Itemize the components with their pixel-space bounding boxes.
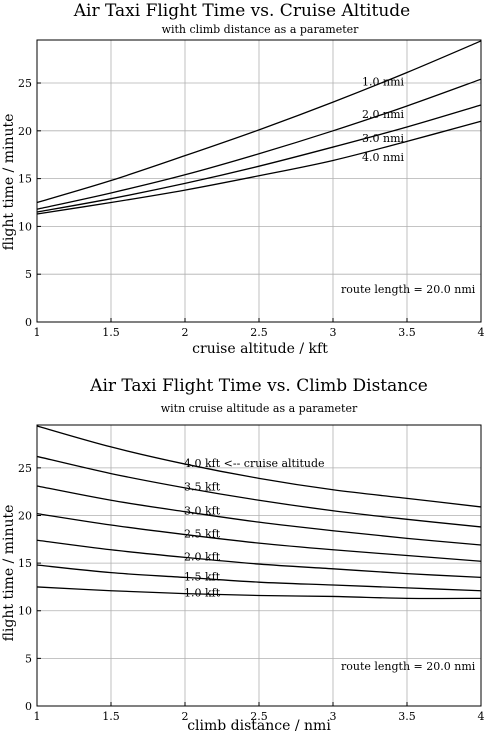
- series-label: 1.0 nmi: [362, 76, 405, 89]
- series-line: [36, 40, 482, 204]
- x-tick-label: 2.5: [250, 326, 268, 339]
- plot-area: 1 1.5 2 2.5 3 3.5 4 0 5 10 15 20 25 1.0 nmi 2.0 nmi 3.0…: [18, 39, 484, 339]
- y-tick-label: 15: [18, 173, 32, 186]
- x-tick-label: 4: [478, 710, 484, 723]
- series-line: [36, 455, 482, 528]
- series-label: 3.0 nmi: [362, 132, 405, 145]
- series-line: [36, 586, 482, 600]
- y-tick-label: 5: [25, 652, 32, 665]
- x-tick-label: 2: [182, 326, 189, 339]
- x-tick-label: 1: [34, 710, 41, 723]
- x-axis-label: cruise altitude / kft: [192, 341, 328, 357]
- y-tick-label: 25: [18, 77, 32, 90]
- series-line: [36, 564, 482, 592]
- series-line: [36, 512, 482, 562]
- y-tick-label: 0: [25, 700, 32, 713]
- y-tick-label: 20: [18, 509, 32, 522]
- chart-climb-distance-svg: Air Taxi Flight Time vs. Climb Distance …: [1, 376, 484, 732]
- chart-title: Air Taxi Flight Time vs. Cruise Altitude: [73, 1, 410, 21]
- series-line: [36, 425, 482, 508]
- x-tick-label: 4: [478, 326, 484, 339]
- series-line: [36, 539, 482, 579]
- x-tick-label: 3: [330, 326, 337, 339]
- y-tick-label: 0: [25, 316, 32, 329]
- chart-subtitle: with climb distance as a parameter: [162, 23, 360, 36]
- series-label: 2.5 kft: [184, 527, 221, 540]
- y-tick-label: 10: [18, 220, 32, 233]
- route-length-note: route length = 20.0 nmi: [341, 660, 476, 673]
- series-label: 2.0 nmi: [362, 108, 405, 121]
- series-label: 4.0 kft <-- cruise altitude: [184, 457, 325, 470]
- series-label: 3.0 kft: [184, 505, 221, 518]
- x-tick-label: 2: [182, 710, 189, 723]
- series-label: 3.5 kft: [184, 481, 221, 494]
- plot-area: 1 1.5 2 2.5 3 3.5 4 0 5 10 15 20 25 4.0 kft <-- cruis…: [18, 424, 484, 723]
- series-line: [36, 485, 482, 546]
- y-tick-label: 10: [18, 605, 32, 618]
- series-label: 2.0 kft: [184, 550, 221, 563]
- y-axis-label: flight time / minute: [1, 505, 17, 642]
- x-tick-label: 3: [330, 710, 337, 723]
- route-length-note: route length = 20.0 nmi: [341, 283, 476, 296]
- chart-climb-distance: Air Taxi Flight Time vs. Climb Distance …: [0, 366, 484, 732]
- chart-subtitle: witn cruise altitude as a parameter: [161, 402, 358, 415]
- series-label: 4.0 nmi: [362, 151, 405, 164]
- series-line: [36, 120, 482, 215]
- series-label: 1.0 kft: [184, 587, 221, 600]
- x-axis-label: climb distance / nmi: [187, 718, 331, 732]
- chart-cruise-altitude: Air Taxi Flight Time vs. Cruise Altitude…: [1, 1, 484, 357]
- x-tick-label: 3.5: [398, 326, 416, 339]
- y-tick-label: 15: [18, 557, 32, 570]
- y-tick-label: 25: [18, 462, 32, 475]
- series-line: [36, 104, 482, 213]
- x-tick-label: 1.5: [102, 326, 120, 339]
- series-label: 1.5 kft: [184, 570, 221, 583]
- series-line: [36, 78, 482, 210]
- x-tick-label: 1.5: [102, 710, 120, 723]
- y-tick-label: 20: [18, 125, 32, 138]
- x-tick-label: 2.5: [250, 710, 268, 723]
- y-axis-label: flight time / minute: [1, 114, 17, 251]
- y-tick-label: 5: [25, 268, 32, 281]
- x-tick-label: 3.5: [398, 710, 416, 723]
- chart-title: Air Taxi Flight Time vs. Climb Distance: [89, 376, 428, 396]
- x-tick-label: 1: [34, 326, 41, 339]
- chart-cruise-altitude-svg: Air Taxi Flight Time vs. Cruise Altitude…: [1, 1, 484, 357]
